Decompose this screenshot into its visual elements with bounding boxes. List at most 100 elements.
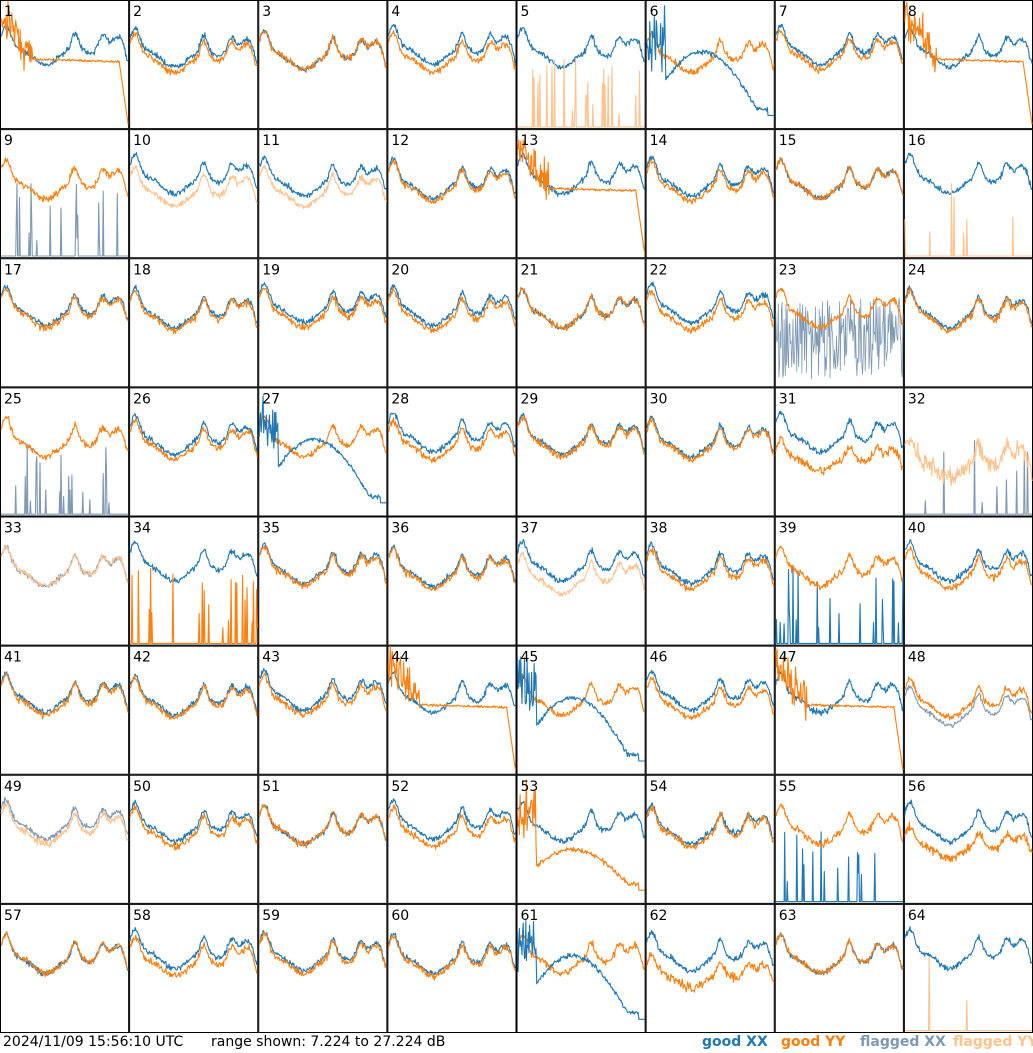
panel-64: 64 — [903, 903, 1033, 1033]
panel-frame — [645, 0, 775, 130]
timestamp-label: 2024/11/09 15:56:10 UTC — [3, 1034, 184, 1050]
panel-28: 28 — [387, 387, 517, 517]
series-good-yy — [0, 672, 129, 720]
panel-label: 51 — [262, 779, 280, 795]
series-flagged-xx — [904, 685, 1033, 729]
panel-label: 44 — [391, 650, 409, 666]
series-good-yy — [258, 803, 387, 849]
panel-32: 32 — [903, 387, 1033, 517]
panel-58: 58 — [129, 903, 259, 1033]
panel-37: 37 — [516, 516, 646, 646]
panel-frame — [0, 903, 130, 1033]
series-good-yy — [904, 286, 1033, 334]
panel-50: 50 — [129, 774, 259, 904]
panel-12: 12 — [387, 129, 517, 259]
panel-frame — [387, 129, 517, 259]
series-good-yy — [387, 287, 516, 334]
series-flagged-xx — [1, 443, 129, 515]
panel-frame — [0, 516, 130, 646]
legend-good-xx: good XX — [702, 1034, 768, 1050]
series-good-xx — [775, 567, 904, 644]
panel-16: 16 — [903, 129, 1033, 259]
series-good-xx — [259, 155, 387, 199]
panel-35: 35 — [258, 516, 388, 646]
panel-label: 28 — [391, 391, 409, 407]
panel-label: 36 — [391, 521, 409, 537]
legend-flagged-yy: flagged YY — [953, 1034, 1033, 1050]
panel-label: 2 — [133, 4, 142, 20]
series-good-yy — [387, 29, 517, 76]
panel-39: 39 — [774, 516, 904, 646]
panel-36: 36 — [387, 516, 517, 646]
series-good-xx — [258, 667, 387, 713]
series-good-xx — [646, 281, 774, 326]
panel-label: 15 — [779, 133, 797, 149]
series-good-xx — [129, 152, 258, 197]
panel-label: 31 — [779, 391, 797, 407]
series-good-xx — [904, 539, 1033, 585]
series-good-xx — [646, 5, 774, 116]
series-good-yy — [129, 805, 258, 851]
panel-21: 21 — [516, 258, 646, 388]
panel-47: 47 — [774, 645, 904, 775]
series-good-yy — [129, 31, 258, 76]
panel-frame — [774, 0, 904, 130]
panel-52: 52 — [387, 774, 517, 904]
panel-9: 9 — [0, 129, 130, 259]
series-good-yy — [904, 545, 1033, 591]
panel-label: 42 — [133, 650, 151, 666]
panel-label: 61 — [521, 908, 539, 924]
series-good-xx — [646, 541, 775, 588]
series-good-xx — [516, 920, 645, 1020]
panel-label: 14 — [650, 133, 668, 149]
panel-33: 33 — [0, 516, 130, 646]
panel-29: 29 — [516, 387, 646, 517]
series-flagged-xx — [904, 440, 1032, 515]
series-good-xx — [516, 800, 646, 845]
panel-label: 47 — [779, 650, 797, 666]
series-good-yy — [775, 28, 904, 75]
legend-good-yy: good YY — [781, 1034, 846, 1050]
panel-3: 3 — [258, 0, 388, 130]
series-good-yy — [129, 289, 258, 335]
series-good-yy — [258, 672, 387, 718]
series-good-yy — [1, 931, 129, 978]
series-good-yy — [129, 417, 258, 462]
panel-label: 43 — [262, 650, 280, 666]
panel-56: 56 — [903, 774, 1033, 904]
panel-label: 56 — [908, 779, 926, 795]
series-good-yy — [517, 932, 646, 977]
range-label: range shown: 7.224 to 27.224 dB — [211, 1034, 446, 1050]
panel-label: 30 — [650, 391, 668, 407]
panel-frame — [258, 774, 388, 904]
panel-label: 10 — [133, 133, 151, 149]
series-good-xx — [259, 542, 387, 587]
series-good-xx — [387, 284, 517, 329]
panel-frame — [516, 387, 646, 517]
series-good-yy — [775, 157, 904, 201]
panel-frame — [387, 387, 517, 517]
panel-5: 5 — [516, 0, 646, 130]
panel-label: 1 — [4, 4, 13, 20]
series-good-xx — [129, 25, 258, 69]
panel-44: 44 — [387, 645, 517, 775]
panel-label: 35 — [262, 521, 280, 537]
panel-label: 54 — [650, 779, 668, 795]
panel-54: 54 — [645, 774, 775, 904]
panel-41: 41 — [0, 645, 130, 775]
series-good-xx — [775, 671, 904, 717]
panel-label: 41 — [4, 650, 22, 666]
panel-31: 31 — [774, 387, 904, 517]
panel-label: 13 — [521, 133, 539, 149]
panel-18: 18 — [129, 258, 259, 388]
panel-14: 14 — [645, 129, 775, 259]
panel-label: 45 — [521, 650, 539, 666]
panel-frame — [387, 774, 517, 904]
panel-label: 37 — [521, 521, 539, 537]
panel-frame — [516, 774, 646, 904]
series-good-yy — [130, 567, 258, 644]
panel-frame — [903, 258, 1033, 388]
series-good-yy — [516, 416, 646, 460]
series-good-xx — [387, 412, 517, 455]
series-good-xx — [775, 23, 904, 67]
